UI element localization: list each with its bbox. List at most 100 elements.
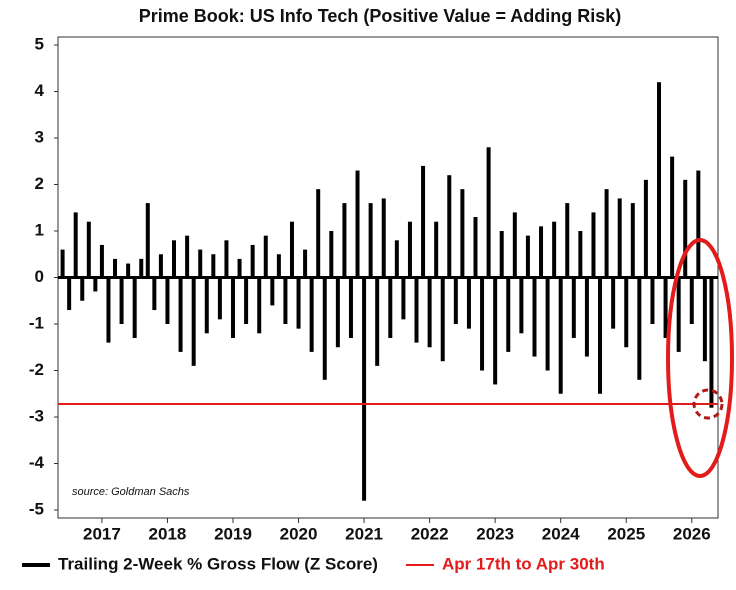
x-tick-label: 2018 <box>149 524 187 543</box>
chart-title: Prime Book: US Info Tech (Positive Value… <box>139 6 622 26</box>
x-tick-label: 2021 <box>345 524 383 543</box>
bar <box>591 212 596 278</box>
bar <box>552 221 557 278</box>
bar <box>604 189 609 278</box>
bar <box>440 277 445 362</box>
legend: Trailing 2-Week % Gross Flow (Z Score) Ap… <box>22 554 605 573</box>
bar <box>368 203 373 278</box>
bar <box>434 221 439 278</box>
bar <box>558 277 563 394</box>
bar <box>244 277 249 324</box>
bar <box>185 235 190 278</box>
bar <box>401 277 406 320</box>
legend-label: Trailing 2-Week % Gross Flow (Z Score) <box>58 554 378 573</box>
bar <box>211 254 216 278</box>
source: source: Goldman Sachs <box>72 486 190 498</box>
bar <box>158 254 163 278</box>
x-tick-label: 2023 <box>476 524 514 543</box>
bar <box>381 198 386 278</box>
bar <box>335 277 340 348</box>
bar <box>663 277 668 338</box>
bar <box>388 277 393 338</box>
bar <box>99 244 104 278</box>
bar <box>676 277 681 352</box>
bar <box>466 277 471 329</box>
bar <box>499 231 504 278</box>
bar <box>191 277 196 366</box>
bar <box>571 277 576 338</box>
y-tick-label: 0 <box>35 267 44 286</box>
bar <box>375 277 380 366</box>
bar <box>473 217 478 278</box>
x-tick-label: 2022 <box>411 524 449 543</box>
bar <box>624 277 629 348</box>
bar <box>611 277 616 329</box>
bar <box>303 249 308 278</box>
bar <box>584 277 589 357</box>
x-tick-label: 2026 <box>673 524 711 543</box>
bar <box>427 277 432 348</box>
bar <box>204 277 209 334</box>
x-tick-label: 2020 <box>280 524 318 543</box>
bar <box>263 235 268 278</box>
bar <box>480 277 485 371</box>
bar <box>276 254 281 278</box>
y-tick-label: 2 <box>35 174 44 193</box>
bars <box>58 82 718 501</box>
bar <box>289 221 294 278</box>
bar <box>139 258 144 278</box>
bar <box>421 165 426 278</box>
y-tick-label: 3 <box>35 127 44 146</box>
bar <box>512 212 517 278</box>
bar <box>643 179 648 278</box>
bar <box>460 189 465 278</box>
bar <box>60 249 65 278</box>
bar <box>539 226 544 278</box>
bar <box>106 277 111 343</box>
bar <box>80 277 85 301</box>
y-tick-label: -1 <box>29 313 44 332</box>
bar <box>545 277 550 371</box>
bar <box>250 244 255 278</box>
bar <box>257 277 262 334</box>
bar <box>178 277 183 352</box>
bar <box>565 203 570 278</box>
bar <box>342 203 347 278</box>
bar <box>198 249 203 278</box>
bar <box>237 258 242 278</box>
bar <box>165 277 170 324</box>
bar <box>362 277 367 501</box>
y-tick-label: -4 <box>29 453 45 472</box>
bar <box>447 175 452 278</box>
x-tick-label: 2025 <box>607 524 645 543</box>
legend-label: Apr 17th to Apr 30th <box>442 554 605 573</box>
bar <box>145 203 150 278</box>
bar <box>578 231 583 278</box>
bar <box>230 277 235 338</box>
bar <box>329 231 334 278</box>
bar <box>598 277 603 394</box>
bar <box>348 277 353 338</box>
bar <box>67 277 72 311</box>
x-tick-label: 2017 <box>83 524 121 543</box>
bar <box>670 156 675 278</box>
y-tick-label: -2 <box>29 360 44 379</box>
bar <box>617 198 622 278</box>
bar <box>86 221 91 278</box>
bar <box>657 82 662 278</box>
bar <box>650 277 655 324</box>
bar <box>486 147 491 278</box>
y-tick-label: -3 <box>29 406 44 425</box>
bar <box>217 277 222 320</box>
bar <box>532 277 537 357</box>
bar <box>322 277 327 380</box>
bar <box>702 277 707 362</box>
bar <box>119 277 124 324</box>
bar <box>696 170 701 278</box>
y-tick-label: 5 <box>35 34 44 53</box>
bar <box>132 277 137 338</box>
y-tick-label: -5 <box>29 499 44 518</box>
bar <box>709 277 714 408</box>
bar <box>493 277 498 385</box>
